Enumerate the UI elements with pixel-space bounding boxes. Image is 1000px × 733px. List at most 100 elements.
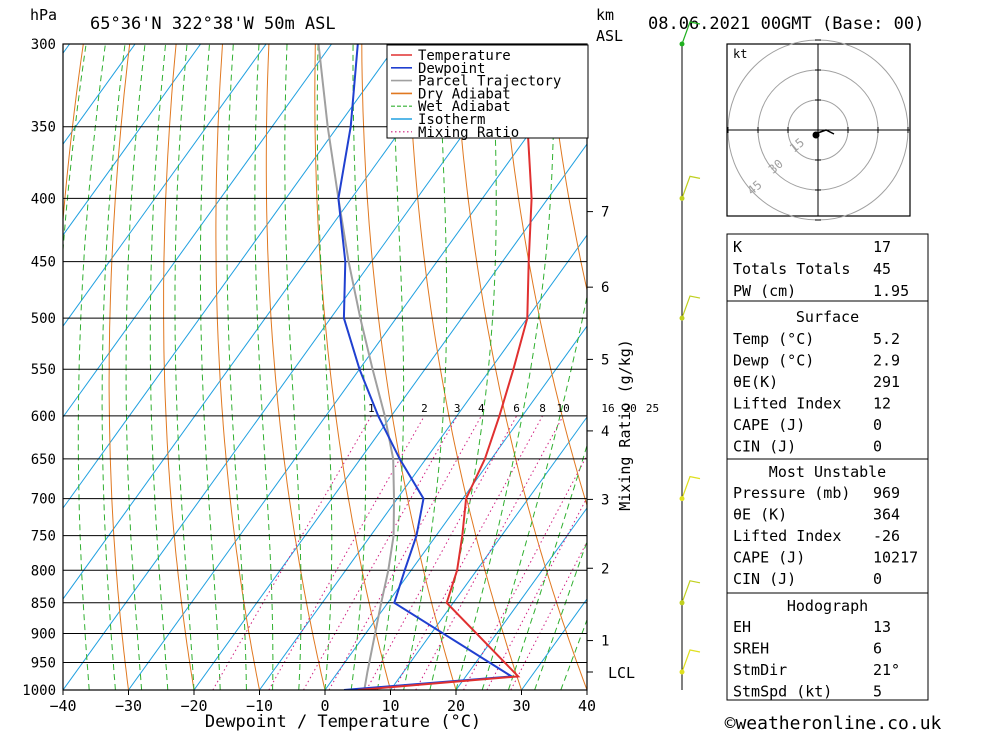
hodograph-stats-row-value: 21° — [873, 661, 900, 679]
most-unstable-row-value: 364 — [873, 506, 900, 524]
k-index-value: 17 — [873, 238, 891, 256]
x-tick-label: 0 — [320, 697, 329, 715]
index-tables: K 17 Totals Totals 45 PW (cm) 1.95 Surface Temp… — [726, 233, 929, 701]
wet-adiabat-line — [455, 44, 555, 690]
surface-row-value: 5.2 — [873, 330, 900, 348]
hodograph-stats-box — [726, 592, 929, 701]
wet-adiabat-line — [149, 44, 169, 690]
x-tick-label: −20 — [180, 697, 207, 715]
wind-barbs — [679, 21, 701, 690]
x-tick-label: 40 — [578, 697, 596, 715]
dry-adiabat-line — [215, 44, 260, 690]
lcl-label: LCL — [608, 664, 635, 682]
mixing-ratio-label: 8 — [539, 402, 546, 415]
isotherm-line — [63, 44, 529, 690]
most-unstable-row-label: CAPE (J) — [733, 549, 805, 567]
wet-adiabat-line — [534, 539, 587, 690]
height-unit: km — [596, 6, 614, 24]
x-tick-label: 30 — [512, 697, 530, 715]
most-unstable-row-value: 10217 — [873, 549, 918, 567]
surface-row-value: 0 — [873, 438, 882, 456]
legend-label: Wet Adiabat — [418, 99, 511, 115]
height-tick-label: 3 — [601, 492, 609, 508]
dry-adiabat-line — [454, 44, 587, 690]
mixing-ratio-label: 1 — [368, 402, 375, 415]
pressure-labels: 300 350 400 450 500 550 600 650 700 750 800 850 900 9… — [22, 37, 56, 699]
dry-adiabat-line — [919, 44, 1000, 690]
wind-barb — [681, 175, 701, 199]
pressure-tick-label: 550 — [31, 362, 56, 378]
pressure-tick-label: 600 — [31, 409, 56, 425]
pressure-tick-label: 400 — [31, 191, 56, 207]
height-ticks: 1 2 3 4 5 6 7 LCL — [587, 205, 635, 682]
mixing-ratio-line — [365, 415, 518, 690]
k-index-label: K — [733, 238, 742, 256]
temperature-line — [357, 44, 533, 690]
dry-adiabat-line — [546, 44, 587, 293]
dry-adiabat-line — [407, 44, 522, 690]
pressure-tick-label: 500 — [31, 311, 56, 327]
surface-row-label: CIN (J) — [733, 438, 796, 456]
isotherm-line — [259, 234, 587, 690]
pressure-tick-label: 950 — [31, 656, 56, 672]
precipitable-water-value: 1.95 — [873, 282, 909, 300]
mixing-ratio-label: 10 — [556, 402, 569, 415]
wet-adiabat-line — [226, 44, 247, 690]
wet-adiabat-line — [125, 44, 146, 690]
x-tick-label: −30 — [115, 697, 142, 715]
x-axis-label: Dewpoint / Temperature (°C) — [205, 712, 481, 732]
isotherm-line — [63, 44, 333, 418]
wet-adiabat-line — [63, 44, 87, 690]
datetime-title: 08.06.2021 00GMT (Base: 00) — [648, 14, 924, 34]
surface-row-value: 12 — [873, 395, 891, 413]
legend-label: Temperature — [418, 48, 511, 64]
mixing-ratio-label: 6 — [513, 402, 520, 415]
location-title: 65°36'N 322°38'W 50m ASL — [90, 14, 336, 34]
legend-label: Isotherm — [418, 112, 485, 128]
dry-adiabat-line — [361, 44, 457, 690]
hodograph-stats-row-label: StmDir — [733, 661, 787, 679]
surface-row-label: Lifted Index — [733, 395, 841, 413]
isotherm-line — [128, 52, 587, 690]
pressure-tick-label: 1000 — [22, 683, 56, 699]
pressure-tick-label: 300 — [31, 37, 56, 53]
isotherm-line — [193, 143, 587, 690]
x-tick-label: −10 — [246, 697, 273, 715]
hodograph-stats-row-label: StmSpd (kt) — [733, 683, 832, 701]
surface-row-label: Dewp (°C) — [733, 352, 814, 370]
hodograph-stats-row-value: 13 — [873, 618, 891, 636]
most-unstable-title: Most Unstable — [769, 463, 886, 481]
most-unstable-row-label: Lifted Index — [733, 527, 841, 545]
most-unstable-row-value: 969 — [873, 484, 900, 502]
mixing-ratio-label: 3 — [454, 402, 461, 415]
most-unstable-row-label: CIN (J) — [733, 570, 796, 588]
wind-barb — [681, 580, 701, 604]
isotherm-line — [455, 507, 587, 690]
pressure-tick-label: 900 — [31, 627, 56, 643]
most-unstable-row-label: θE (K) — [733, 506, 787, 524]
legend-label: Dewpoint — [418, 61, 485, 77]
pressure-tick-label: 850 — [31, 596, 56, 612]
mixing-ratio-line — [510, 540, 587, 690]
wet-adiabat-line — [507, 443, 587, 690]
x-tick-label: −40 — [49, 697, 76, 715]
wind-barb — [681, 649, 701, 673]
height-tick-label: 4 — [601, 424, 609, 440]
surface-row-label: CAPE (J) — [733, 416, 805, 434]
mixing-ratio-labels: 1 2 3 4 6 8 10 16 20 25 — [368, 402, 659, 415]
copyright: ©weatheronline.co.uk — [725, 713, 942, 733]
hodograph-trace — [814, 129, 835, 135]
wet-adiabat-line — [560, 618, 587, 690]
isotherm-line — [63, 44, 202, 236]
hodograph-unit: kt — [733, 47, 747, 61]
isotherm-line — [63, 44, 464, 600]
mixing-ratio-label: 16 — [601, 402, 614, 415]
wet-adiabat-line — [77, 44, 106, 690]
height-tick-label: 7 — [601, 205, 609, 221]
isotherm-line — [390, 416, 587, 690]
wet-adiabat-line — [101, 44, 126, 690]
isobars — [63, 43, 587, 691]
pressure-tick-label: 750 — [31, 529, 56, 545]
totals-totals-value: 45 — [873, 260, 891, 278]
